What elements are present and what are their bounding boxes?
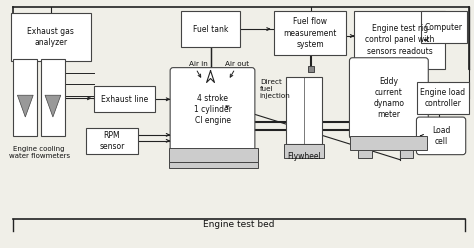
Bar	[10, 13, 91, 61]
Bar	[13, 59, 37, 136]
Text: Exhaust gas
analyzer: Exhaust gas analyzer	[27, 27, 74, 47]
Bar	[418, 83, 469, 114]
Text: 4 stroke
1 cylinder
CI engine: 4 stroke 1 cylinder CI engine	[193, 93, 231, 125]
Text: Fuel tank: Fuel tank	[193, 25, 228, 33]
Polygon shape	[45, 95, 61, 117]
Text: Direct
fuel
injection: Direct fuel injection	[260, 79, 291, 98]
Text: RPM
sensor: RPM sensor	[100, 131, 125, 151]
Bar	[181, 11, 240, 47]
Bar	[308, 66, 314, 72]
Text: Engine cooling
water flowmeters: Engine cooling water flowmeters	[9, 146, 70, 159]
Bar	[169, 162, 258, 167]
Text: Engine test bed: Engine test bed	[203, 220, 275, 229]
Bar	[169, 148, 258, 162]
FancyBboxPatch shape	[170, 68, 255, 151]
Polygon shape	[18, 95, 33, 117]
Bar	[86, 128, 137, 154]
Bar	[400, 150, 413, 158]
Text: Exhaust line: Exhaust line	[101, 95, 148, 104]
Text: Engine test rig
control panel with
sensors readouts: Engine test rig control panel with senso…	[365, 24, 434, 56]
Text: Load
cell: Load cell	[432, 126, 450, 146]
Bar	[286, 77, 322, 144]
Text: Computer: Computer	[425, 23, 463, 31]
Bar	[41, 59, 65, 136]
Text: Engine load
controller: Engine load controller	[420, 88, 465, 108]
Bar	[350, 136, 427, 150]
Bar	[358, 150, 372, 158]
Text: Fuel flow
measurement
system: Fuel flow measurement system	[283, 17, 337, 49]
Bar	[273, 11, 346, 55]
Bar	[284, 144, 324, 158]
Bar	[94, 86, 155, 112]
FancyBboxPatch shape	[417, 117, 466, 155]
Text: Eddy
current
dynamo
meter: Eddy current dynamo meter	[374, 77, 404, 120]
Text: Air out: Air out	[225, 61, 249, 67]
Bar	[355, 11, 445, 69]
FancyBboxPatch shape	[349, 58, 428, 139]
Bar	[421, 11, 467, 43]
Text: Flywheel: Flywheel	[287, 152, 321, 161]
Text: Air in: Air in	[189, 61, 208, 67]
